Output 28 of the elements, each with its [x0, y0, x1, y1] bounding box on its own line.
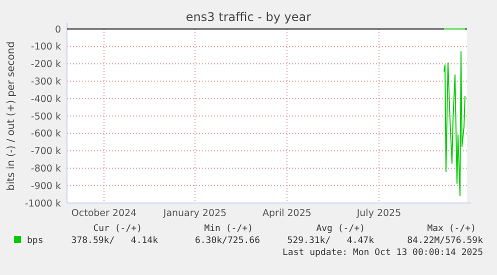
y-tick-label: -1000 k [24, 198, 62, 210]
x-tick-label: January 2025 [162, 208, 227, 219]
y-tick-label: -800 k [30, 164, 62, 175]
text: 6.30k/725.66 [194, 236, 260, 246]
legend-label: bps [27, 236, 44, 246]
y-axis-title: bits in (-) / out (+) per second [6, 41, 17, 191]
text: 378.59k/ 4.14k [71, 236, 159, 246]
x-tick-label: April 2025 [262, 208, 312, 219]
y-tick-label: -400 k [30, 94, 62, 105]
line-series [444, 51, 466, 196]
y-tick-label: -900 k [30, 180, 62, 192]
y-tick-label: -300 k [30, 76, 62, 88]
y-tick-label: -200 k [30, 59, 62, 70]
y-tick-label: 0 [54, 24, 61, 36]
text: 529.31k/ 4.47k [287, 236, 375, 246]
x-tick-label: July 2025 [356, 208, 402, 219]
y-tick-label: -700 k [30, 146, 62, 158]
x-tick-label: October 2024 [71, 208, 137, 219]
text: Min (-/+) [204, 224, 253, 234]
y-tick-label: -600 k [30, 128, 62, 140]
y-tick-label: -100 k [30, 42, 62, 53]
text: Max (-/+) [427, 224, 476, 234]
text: Avg (-/+) [316, 224, 365, 234]
y-tick-label: -500 k [30, 111, 62, 122]
chart-title: ens3 traffic - by year [186, 10, 312, 24]
text: Last update: Mon Oct 13 00:00:14 2025 [282, 248, 483, 258]
text: Cur (-/+) [93, 224, 142, 234]
text: 84.22M/576.59k [407, 236, 484, 246]
